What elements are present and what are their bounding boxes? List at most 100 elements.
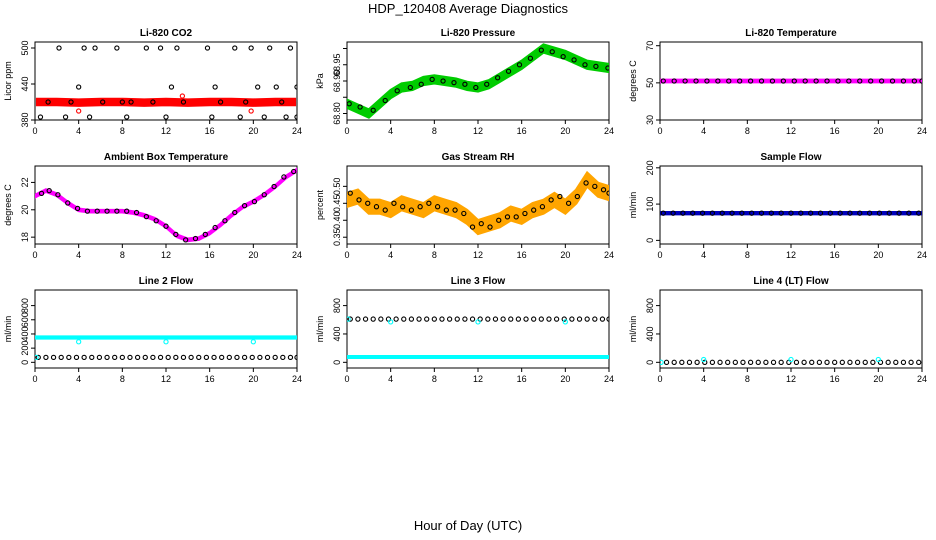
data-point [251, 198, 258, 205]
x-tick-label: 20 [248, 126, 258, 136]
data-point [487, 224, 493, 230]
y-tick-label: 0.40 [332, 211, 342, 229]
panel-title: Ambient Box Temperature [104, 152, 229, 163]
data-point [84, 208, 91, 214]
data-point [837, 210, 843, 216]
data-point [35, 354, 39, 361]
data-point [717, 359, 723, 365]
data-point [835, 78, 841, 84]
data-point [699, 210, 706, 216]
x-tick-label: 20 [560, 374, 570, 384]
data-point [916, 359, 922, 365]
data-point [407, 84, 413, 91]
data-point [188, 354, 194, 361]
data-point [127, 354, 133, 361]
data-point [257, 354, 263, 361]
data-point [862, 359, 868, 365]
data-point [56, 45, 62, 51]
y-tick-label: 200 [645, 160, 655, 175]
x-tick-label: 12 [161, 374, 171, 384]
y-tick-label: 0.50 [332, 178, 342, 196]
data-point [670, 210, 676, 216]
y-tick-label: 70 [645, 41, 655, 51]
data-point [854, 359, 861, 365]
x-tick-label: 24 [917, 126, 927, 136]
y-tick-label: 0.45 [332, 195, 342, 213]
data-point [357, 104, 363, 110]
data-point [124, 208, 130, 214]
data-point [112, 354, 118, 361]
data-point [234, 354, 240, 361]
data-point [701, 356, 707, 363]
x-tick-label: 8 [432, 374, 437, 384]
data-point [553, 316, 560, 322]
data-point [168, 84, 175, 90]
y-tick-label: 400 [332, 326, 342, 341]
data-point [408, 316, 415, 322]
y-tick-label: 380 [20, 112, 30, 127]
data-point [212, 84, 218, 90]
data-point [431, 316, 437, 322]
data-point [434, 204, 441, 210]
data-point [473, 84, 479, 91]
x-tick-label: 0 [657, 374, 662, 384]
data-point [401, 316, 407, 322]
x-tick-label: 4 [388, 374, 393, 384]
data-point [690, 210, 696, 216]
x-tick-label: 8 [432, 126, 437, 136]
data-point [370, 107, 376, 113]
x-tick-label: 4 [388, 250, 393, 260]
x-tick-label: 24 [292, 374, 302, 384]
data-point [494, 75, 501, 81]
data-point [739, 210, 745, 216]
data-point [726, 78, 732, 84]
x-tick-label: 0 [657, 250, 662, 260]
data-point [857, 210, 863, 216]
data-point [347, 316, 353, 322]
x-tick-label: 24 [604, 250, 614, 260]
data-point [429, 76, 435, 83]
data-point [916, 210, 922, 216]
data-point [663, 359, 670, 365]
data-point [569, 316, 575, 322]
data-point [709, 359, 716, 365]
data-point [294, 114, 297, 120]
data-point [531, 207, 537, 213]
data-point [868, 78, 874, 84]
data-point [248, 108, 254, 114]
data-point [294, 354, 297, 361]
data-point [582, 62, 588, 68]
y-tick-label: 500 [20, 40, 30, 55]
data-point [801, 359, 807, 365]
data-point [255, 84, 261, 90]
x-tick-label: 12 [473, 126, 483, 136]
x-tick-label: 16 [205, 374, 215, 384]
data-point [86, 114, 93, 120]
data-point [451, 79, 457, 86]
data-point [196, 354, 202, 361]
data-point [758, 210, 765, 216]
data-point [791, 78, 797, 84]
data-point [217, 99, 224, 105]
data-point [919, 78, 922, 84]
data-point [104, 208, 110, 214]
data-point [143, 213, 149, 220]
data-point [248, 45, 254, 51]
y-tick-label: 440 [20, 76, 30, 91]
series-band [347, 355, 609, 359]
data-point [400, 204, 406, 210]
data-point [94, 208, 100, 214]
data-point [768, 210, 774, 216]
data-point [58, 354, 64, 361]
data-point [394, 88, 400, 94]
data-point [66, 354, 72, 361]
x-tick-label: 8 [745, 250, 750, 260]
panel-4: Gas Stream RH 0 4 8 12 16 20 24 0.350.400.450.50… [315, 152, 614, 260]
data-point [209, 114, 215, 120]
data-point [527, 55, 534, 61]
data-point [824, 359, 830, 365]
data-point [462, 81, 468, 87]
series-band [347, 43, 609, 119]
data-point [55, 192, 61, 198]
panel-data [347, 170, 609, 236]
